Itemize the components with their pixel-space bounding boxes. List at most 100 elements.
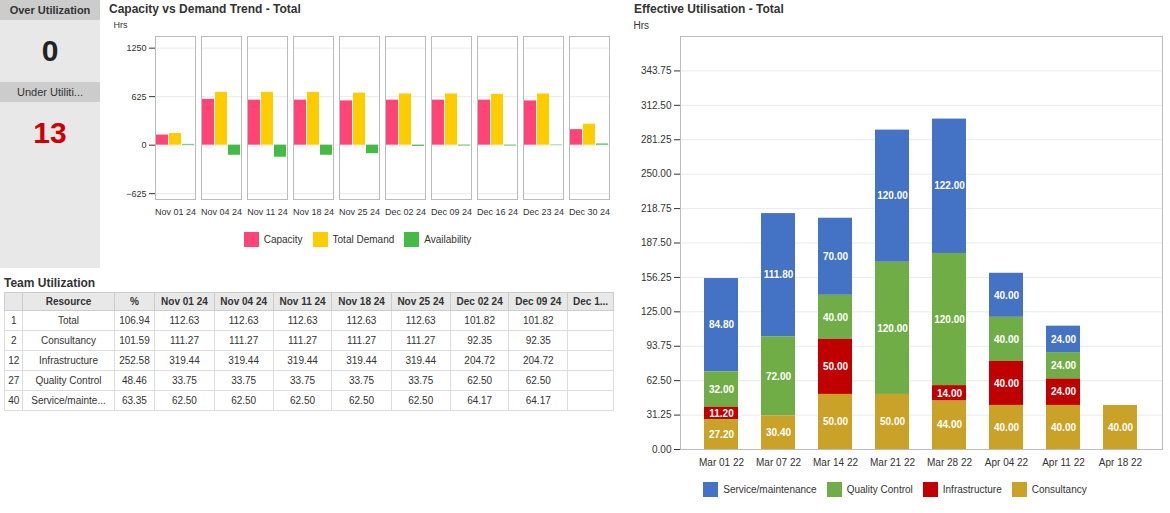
svg-text:Apr 11 22: Apr 11 22 bbox=[1042, 457, 1085, 468]
svg-text:Hrs: Hrs bbox=[634, 20, 650, 31]
html-text:101.82: 101.82 bbox=[523, 315, 554, 326]
html-text:101.59: 101.59 bbox=[119, 335, 150, 346]
svg-text:93.75: 93.75 bbox=[646, 340, 671, 351]
svg-text:1250: 1250 bbox=[126, 43, 146, 53]
html-text:Consultancy: Consultancy bbox=[41, 335, 96, 346]
html-text:Total: Total bbox=[57, 315, 80, 326]
html-text:Capacity vs Demand Trend - Tot: Capacity vs Demand Trend - Total bbox=[109, 2, 301, 16]
svg-text:40.00: 40.00 bbox=[1108, 422, 1133, 433]
svg-text:120.00: 120.00 bbox=[877, 323, 908, 334]
svg-text:31.25: 31.25 bbox=[646, 409, 671, 420]
svg-text:Nov 01 24: Nov 01 24 bbox=[155, 207, 196, 217]
svg-text:40.00: 40.00 bbox=[994, 422, 1019, 433]
svg-text:11.20: 11.20 bbox=[709, 408, 734, 419]
html-text:Dec 1...: Dec 1... bbox=[573, 296, 608, 307]
html-text:Nov 18 24: Nov 18 24 bbox=[338, 296, 385, 307]
svg-text:Mar 01 22: Mar 01 22 bbox=[699, 457, 744, 468]
html-text:106.94: 106.94 bbox=[119, 315, 150, 326]
html-text:92.35: 92.35 bbox=[525, 335, 551, 346]
svg-text:50.00: 50.00 bbox=[823, 361, 848, 372]
html-text:112.63: 112.63 bbox=[405, 315, 436, 326]
svg-text:111.80: 111.80 bbox=[764, 269, 794, 280]
html-text:Dec 02 24: Dec 02 24 bbox=[456, 296, 503, 307]
svg-text:Dec 30 24: Dec 30 24 bbox=[569, 207, 610, 217]
svg-text:156.25: 156.25 bbox=[641, 272, 672, 283]
svg-text:62.50: 62.50 bbox=[646, 375, 671, 386]
svg-text:Nov 18 24: Nov 18 24 bbox=[293, 207, 334, 217]
html-text:Nov 04 24: Nov 04 24 bbox=[220, 296, 267, 307]
svg-text:Mar 14 22: Mar 14 22 bbox=[813, 457, 858, 468]
svg-text:281.25: 281.25 bbox=[641, 134, 672, 145]
html-text:13: 13 bbox=[33, 116, 67, 149]
svg-text:44.00: 44.00 bbox=[937, 419, 962, 430]
svg-text:72.00: 72.00 bbox=[766, 371, 791, 382]
svg-text:40.00: 40.00 bbox=[1051, 422, 1076, 433]
svg-text:Dec 09 24: Dec 09 24 bbox=[431, 207, 472, 217]
html-text:112.63: 112.63 bbox=[287, 315, 318, 326]
svg-text:32.00: 32.00 bbox=[709, 384, 734, 395]
svg-text:Nov 11 24: Nov 11 24 bbox=[247, 207, 287, 217]
svg-text:122.00: 122.00 bbox=[934, 180, 965, 191]
svg-text:Dec 16 24: Dec 16 24 bbox=[477, 207, 518, 217]
svg-text:120.00: 120.00 bbox=[877, 190, 908, 201]
svg-text:Hrs: Hrs bbox=[114, 20, 128, 30]
html-text:112.63: 112.63 bbox=[169, 315, 200, 326]
html-text:Nov 01 24: Nov 01 24 bbox=[161, 296, 208, 307]
svg-text:Nov 04 24: Nov 04 24 bbox=[201, 207, 242, 217]
svg-text:Apr 18 22: Apr 18 22 bbox=[1099, 457, 1143, 468]
svg-text:27.20: 27.20 bbox=[709, 429, 734, 440]
svg-text:40.00: 40.00 bbox=[994, 290, 1019, 301]
svg-text:24.00: 24.00 bbox=[1051, 334, 1076, 345]
svg-text:50.00: 50.00 bbox=[823, 416, 848, 427]
html-text:Capacity: Capacity bbox=[263, 234, 303, 245]
svg-text:343.75: 343.75 bbox=[641, 65, 672, 76]
html-text:Over Utilization: Over Utilization bbox=[9, 4, 91, 16]
svg-text:40.00: 40.00 bbox=[823, 312, 848, 323]
html-text:Resource: Resource bbox=[45, 296, 92, 307]
html-text:111.27: 111.27 bbox=[406, 335, 436, 346]
html-text:111.27: 111.27 bbox=[288, 335, 318, 346]
svg-text:40.00: 40.00 bbox=[994, 334, 1019, 345]
html-text:Availability: Availability bbox=[424, 234, 472, 245]
svg-text:24.00: 24.00 bbox=[1051, 360, 1076, 371]
html-text:Under Utiliti...: Under Utiliti... bbox=[17, 86, 83, 98]
svg-text:−625: −625 bbox=[126, 189, 146, 199]
svg-text:30.40: 30.40 bbox=[766, 427, 791, 438]
svg-text:14.00: 14.00 bbox=[937, 388, 962, 399]
svg-text:Mar 28 22: Mar 28 22 bbox=[927, 457, 972, 468]
html-text:Nov 25 24: Nov 25 24 bbox=[397, 296, 445, 307]
html-text:Team Utilization: Team Utilization bbox=[4, 276, 96, 290]
svg-text:Mar 07 22: Mar 07 22 bbox=[756, 457, 801, 468]
svg-text:Apr 04 22: Apr 04 22 bbox=[985, 457, 1029, 468]
html-text:Nov 11 24: Nov 11 24 bbox=[279, 296, 326, 307]
svg-text:187.50: 187.50 bbox=[641, 237, 672, 248]
svg-text:Dec 23 24: Dec 23 24 bbox=[523, 207, 564, 217]
svg-text:625: 625 bbox=[131, 92, 146, 102]
html-text:112.63: 112.63 bbox=[346, 315, 377, 326]
html-text:111.27: 111.27 bbox=[347, 335, 377, 346]
svg-text:312.50: 312.50 bbox=[641, 100, 672, 111]
html-text:111.27: 111.27 bbox=[229, 335, 259, 346]
svg-text:Nov 25 24: Nov 25 24 bbox=[339, 207, 380, 217]
svg-text:84.80: 84.80 bbox=[709, 319, 734, 330]
svg-text:218.75: 218.75 bbox=[641, 203, 672, 214]
svg-text:40.00: 40.00 bbox=[994, 378, 1019, 389]
html-text:101.82: 101.82 bbox=[464, 315, 495, 326]
svg-text:0.00: 0.00 bbox=[652, 444, 672, 455]
svg-text:250.00: 250.00 bbox=[641, 168, 672, 179]
svg-text:70.00: 70.00 bbox=[823, 251, 848, 262]
html-text:Total Demand: Total Demand bbox=[332, 234, 395, 245]
html-text:0: 0 bbox=[41, 34, 59, 67]
svg-text:120.00: 120.00 bbox=[934, 314, 965, 325]
svg-text:125.00: 125.00 bbox=[641, 306, 672, 317]
svg-text:Dec 02 24: Dec 02 24 bbox=[385, 207, 426, 217]
svg-text:Mar 21 22: Mar 21 22 bbox=[870, 457, 915, 468]
svg-text:0: 0 bbox=[141, 140, 146, 150]
html-text:Dec 09 24: Dec 09 24 bbox=[515, 296, 562, 307]
html-text:112.63: 112.63 bbox=[228, 315, 259, 326]
html-text:Effective Utilisation - Total: Effective Utilisation - Total bbox=[634, 2, 784, 16]
html-text:111.27: 111.27 bbox=[169, 335, 199, 346]
svg-text:50.00: 50.00 bbox=[880, 416, 905, 427]
svg-text:24.00: 24.00 bbox=[1051, 386, 1076, 397]
html-text:92.35: 92.35 bbox=[467, 335, 493, 346]
